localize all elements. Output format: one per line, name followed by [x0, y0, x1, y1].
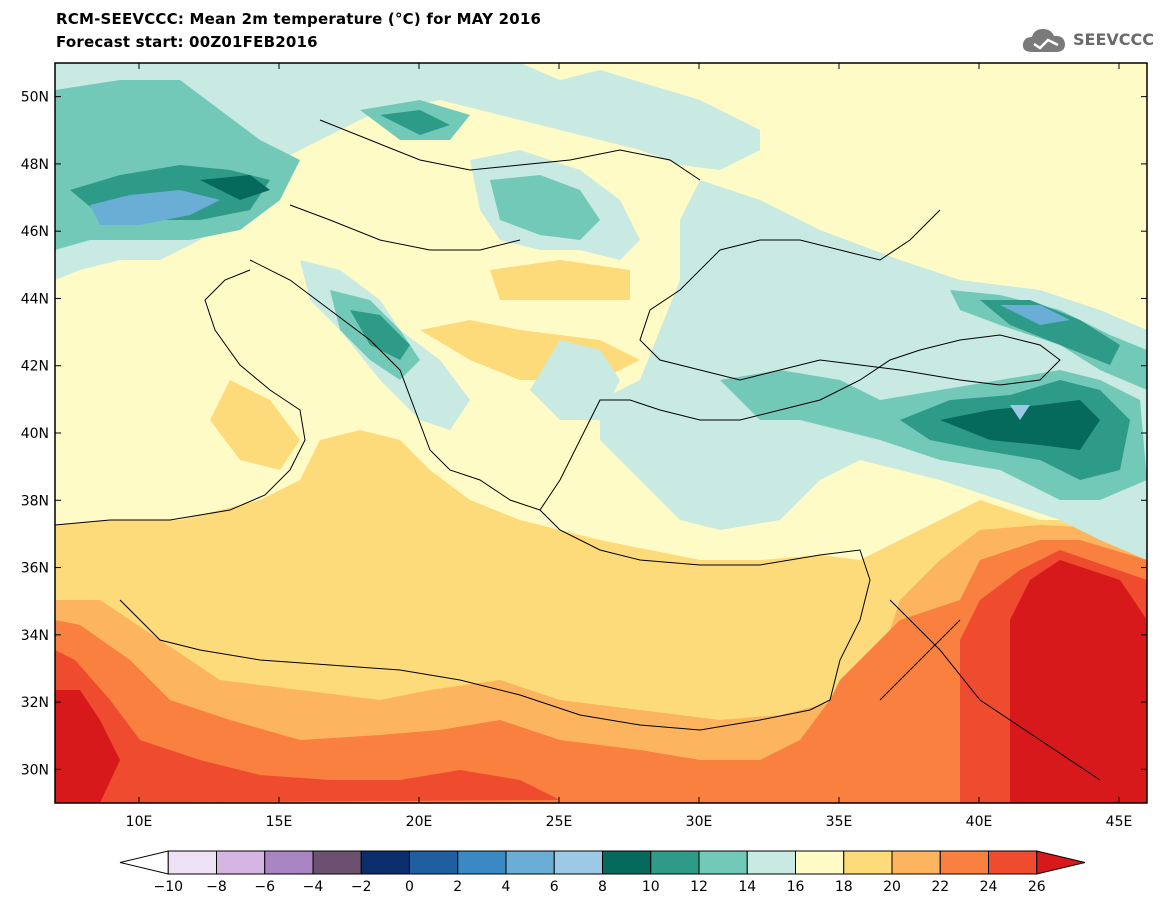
colorbar-label: 22: [931, 879, 949, 895]
colorbar-swatch: [795, 850, 845, 875]
colorbar-swatch: [505, 850, 555, 875]
lat-tick-label: 42N: [21, 359, 49, 375]
colorbar-swatch: [602, 850, 652, 875]
colorbar-low-triangle: [119, 850, 169, 875]
lat-tick-label: 40N: [21, 426, 49, 442]
lon-tick-label: 15E: [266, 814, 293, 830]
latitude-axis: 30N 32N 34N 36N 38N 40N 42N 44N 46N 48N 50N: [21, 90, 1147, 778]
lon-tick-label: 30E: [686, 814, 713, 830]
colorbar-swatch: [698, 850, 748, 875]
colorbar-label: 14: [738, 879, 756, 895]
forecast-start-label: Forecast start: 00Z01FEB2016: [56, 33, 318, 51]
lat-tick-label: 36N: [21, 561, 49, 577]
colorbar-swatch: [553, 850, 603, 875]
colorbar-label: 2: [453, 879, 462, 895]
colorbar-label: −4: [303, 879, 324, 895]
lat-tick-label: 32N: [21, 695, 49, 711]
colorbar-label: −10: [153, 879, 183, 895]
lon-tick-label: 40E: [966, 814, 993, 830]
map-title: RCM-SEEVCCC: Mean 2m temperature (°C) fo…: [56, 10, 542, 28]
cloud-logo-icon: [1022, 29, 1065, 52]
lon-tick-label: 25E: [546, 814, 573, 830]
lat-tick-label: 38N: [21, 493, 49, 509]
colorbar-swatch: [939, 850, 989, 875]
lon-tick-label: 10E: [126, 814, 153, 830]
colorbar-swatch: [650, 850, 700, 875]
lon-tick-label: 35E: [826, 814, 853, 830]
lon-tick-label: 45E: [1106, 814, 1133, 830]
colorbar-label: 20: [883, 879, 901, 895]
colorbar-swatch: [216, 850, 266, 875]
colorbar-label: 0: [405, 879, 414, 895]
colorbar-label: 6: [550, 879, 559, 895]
colorbar-swatch: [746, 850, 796, 875]
lat-tick-label: 48N: [21, 157, 49, 173]
colorbar-swatch: [409, 850, 459, 875]
colorbar-label: 4: [502, 879, 511, 895]
colorbar-label: 8: [598, 879, 607, 895]
colorbar-high-triangle: [1036, 850, 1086, 875]
colorbar-swatch: [264, 850, 314, 875]
lat-tick-label: 30N: [21, 762, 49, 778]
colorbar-label: −6: [254, 879, 275, 895]
colorbar-label: 10: [642, 879, 660, 895]
colorbar-swatch: [167, 850, 217, 875]
colorbar-label: 12: [690, 879, 708, 895]
lat-tick-label: 46N: [21, 224, 49, 240]
colorbar-label: −2: [351, 879, 372, 895]
colorbar-swatch: [312, 850, 362, 875]
colorbar-label: −8: [206, 879, 227, 895]
longitude-axis: 10E 15E 20E 25E 30E 35E 40E 45E: [126, 63, 1133, 830]
colorbar-label: 16: [787, 879, 805, 895]
colorbar-label: 26: [1028, 879, 1046, 895]
colorbar-swatch: [891, 850, 941, 875]
colorbar-swatch: [843, 850, 893, 875]
colorbar-swatch: [360, 850, 410, 875]
lon-tick-label: 20E: [406, 814, 433, 830]
lat-tick-label: 34N: [21, 628, 49, 644]
colorbar-label: 24: [980, 879, 998, 895]
lat-tick-label: 44N: [21, 291, 49, 307]
logo-text: SEEVCCC: [1073, 30, 1154, 49]
lat-tick-label: 50N: [21, 90, 49, 106]
colorbar-label: 18: [835, 879, 853, 895]
colorbar-swatch: [988, 850, 1038, 875]
colorbar-swatch: [457, 850, 507, 875]
